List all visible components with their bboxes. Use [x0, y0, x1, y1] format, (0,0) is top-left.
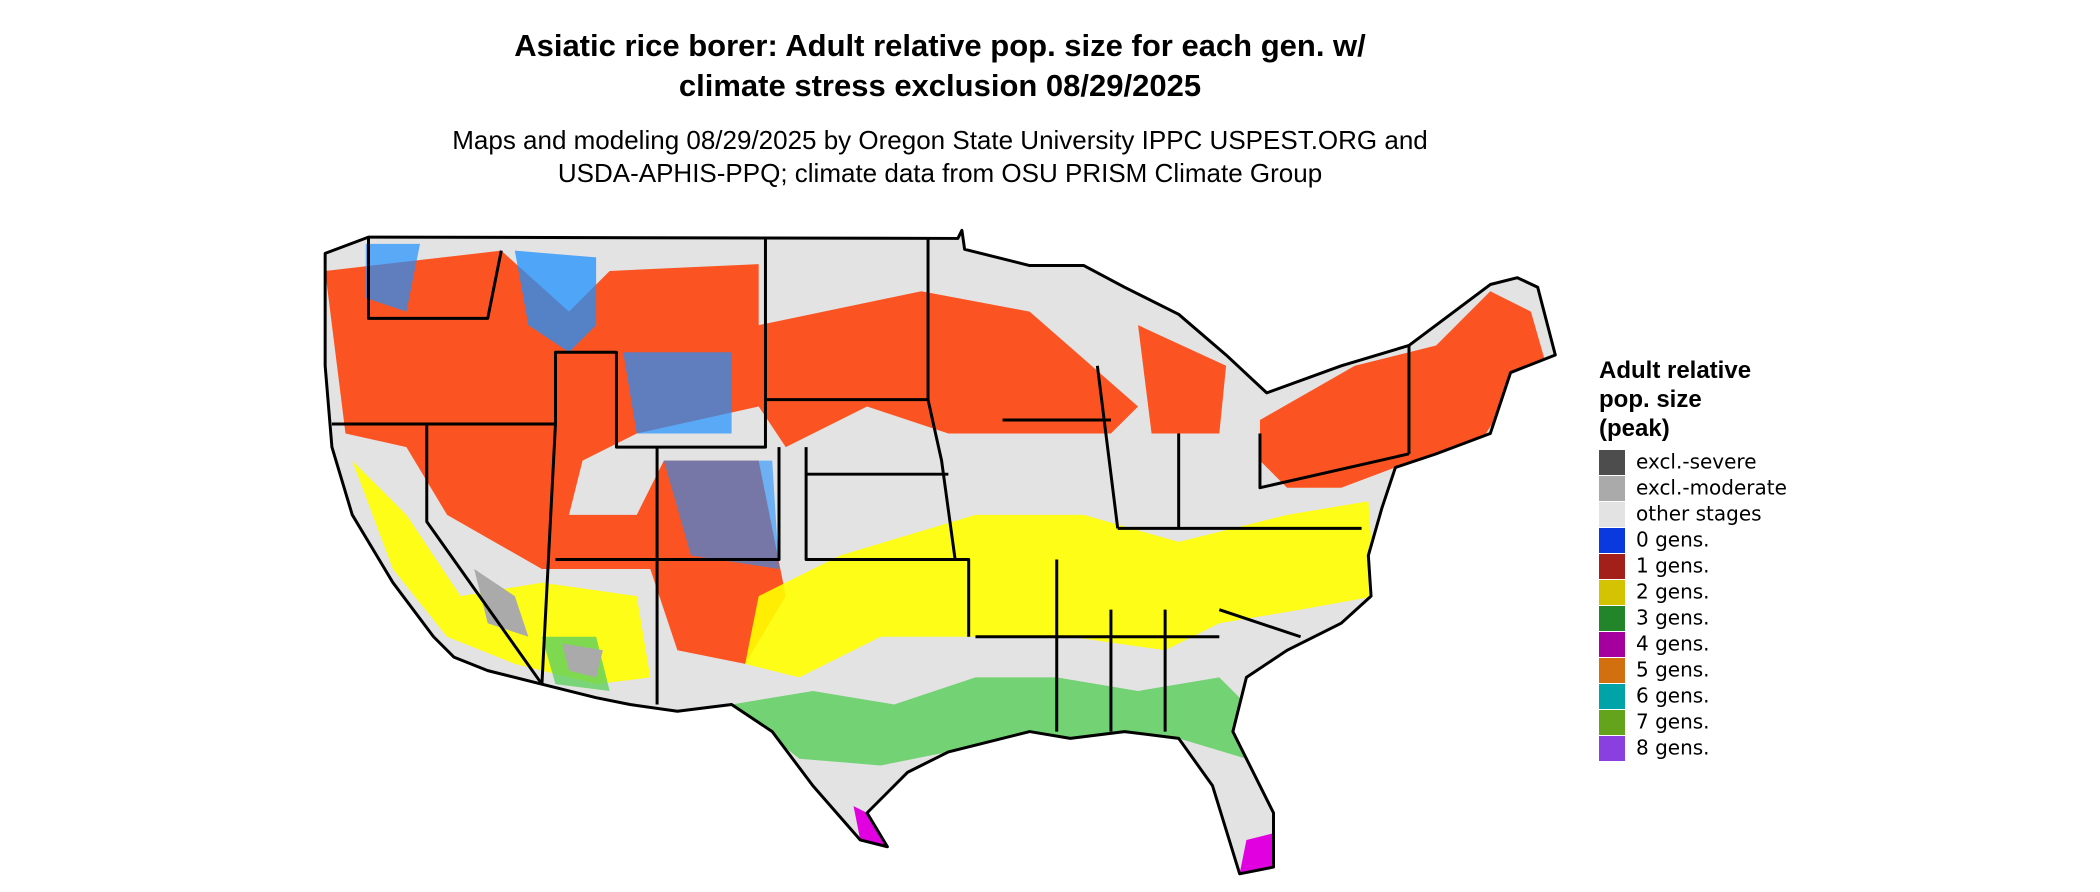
- legend-label: other stages: [1636, 502, 1762, 526]
- state-borders: [331, 237, 1411, 732]
- legend: Adult relative pop. size (peak) excl.-se…: [1599, 357, 1787, 761]
- legend-title-line: (peak): [1599, 415, 1670, 442]
- legend-label: 4 gens.: [1636, 632, 1710, 656]
- region-excluded: [474, 569, 529, 637]
- legend-label: 6 gens.: [1636, 684, 1710, 708]
- region-1-gen: [325, 250, 1139, 664]
- region-0-gen: [623, 352, 732, 434]
- region-3-gen: [731, 677, 1260, 766]
- legend-title-line: pop. size: [1599, 386, 1702, 413]
- legend-swatch: [1599, 502, 1625, 527]
- region-0-gen: [514, 250, 597, 353]
- map-regions: [325, 243, 1545, 874]
- legend-swatch: [1599, 528, 1625, 553]
- legend-swatch: [1599, 554, 1625, 579]
- legend-swatch: [1599, 736, 1625, 761]
- legend-label: 7 gens.: [1636, 710, 1710, 734]
- us-map: [323, 228, 1557, 876]
- title-line: climate stress exclusion 08/29/2025: [679, 68, 1201, 103]
- region-0-gen: [365, 243, 420, 312]
- legend-label: excl.-severe: [1636, 450, 1757, 474]
- legend-label: 3 gens.: [1636, 606, 1710, 630]
- legend-label: 0 gens.: [1636, 528, 1710, 552]
- legend-swatch: [1599, 658, 1625, 683]
- legend-swatch: [1599, 476, 1625, 501]
- legend-title-line: Adult relative: [1599, 357, 1751, 384]
- region-0-gen: [663, 460, 780, 570]
- legend-swatch: [1599, 450, 1625, 475]
- legend-label: 1 gens.: [1636, 554, 1710, 578]
- legend-swatch: [1599, 606, 1625, 631]
- region-excluded: [562, 643, 603, 678]
- legend-swatch: [1599, 684, 1625, 709]
- region-2-gen: [352, 460, 651, 685]
- legend-swatch: [1599, 710, 1625, 735]
- subtitle-line: USDA-APHIS-PPQ; climate data from OSU PR…: [558, 158, 1322, 188]
- legend-swatch: [1599, 580, 1625, 605]
- title-line: Asiatic rice borer: Adult relative pop. …: [514, 28, 1366, 63]
- legend-label: 5 gens.: [1636, 658, 1710, 682]
- legend-label: 8 gens.: [1636, 736, 1710, 760]
- legend-label: 2 gens.: [1636, 580, 1710, 604]
- legend-label: excl.-moderate: [1636, 476, 1787, 500]
- region-4-gen: [1239, 833, 1274, 874]
- region-1-gen: [1138, 325, 1227, 434]
- region-2-gen: [745, 501, 1376, 678]
- subtitle-line: Maps and modeling 08/29/2025 by Oregon S…: [452, 125, 1428, 155]
- legend-swatch: [1599, 632, 1625, 657]
